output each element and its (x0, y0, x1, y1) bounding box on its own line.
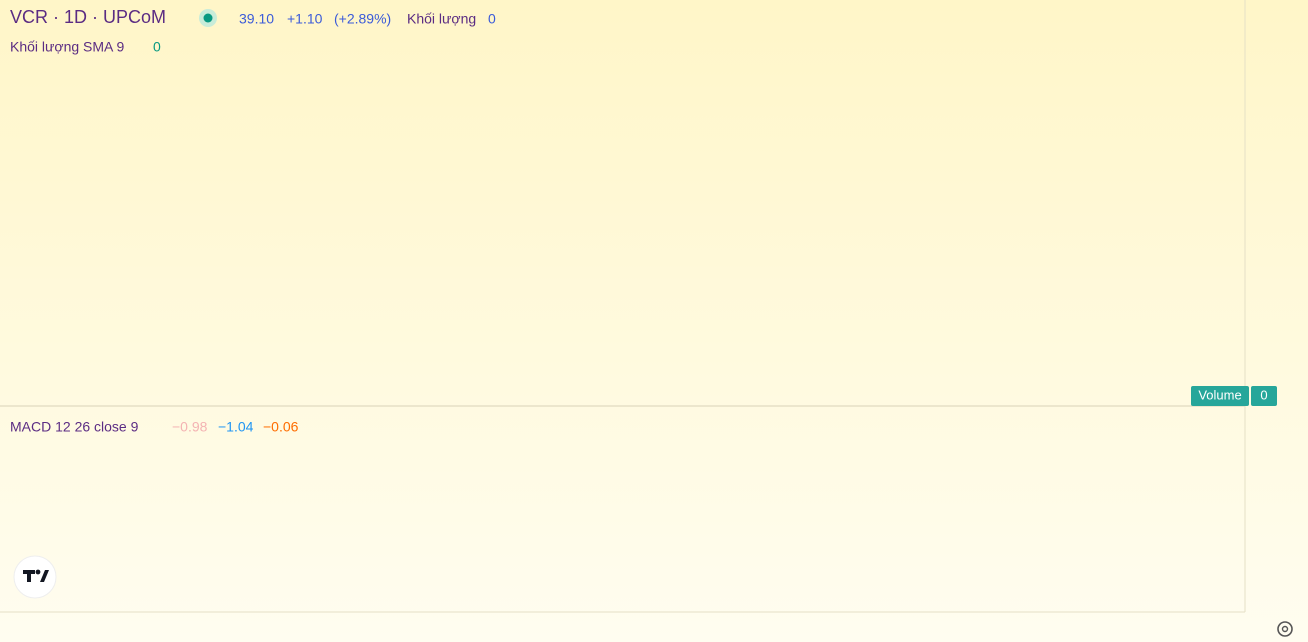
quote-volume-label: Khối lượng (407, 11, 476, 27)
macd-title: MACD 12 26 close 9 (10, 419, 139, 435)
sma-value: 0 (153, 39, 161, 55)
quote-change-pct: (+2.89%) (334, 11, 391, 27)
volume-tag-label: Volume (1198, 387, 1241, 402)
chart-title: VCR · 1D · UPCoM (10, 7, 166, 27)
volume-tag (1191, 386, 1249, 406)
labels: VCR · 1D · UPCoM 39.10 +1.10 (+2.89%) Kh… (10, 7, 1277, 435)
sma-label: Khối lượng SMA 9 (10, 39, 124, 55)
macd-legend-value: −1.04 (218, 419, 254, 435)
volume-tag-value: 0 (1260, 387, 1267, 402)
logo[interactable] (13, 555, 57, 599)
quote-volume: 0 (488, 11, 496, 27)
volume-value-tag (1251, 386, 1277, 406)
status-dot (203, 13, 213, 23)
histogram-legend-value: −0.98 (172, 419, 208, 435)
quote-price: 39.10 (239, 11, 274, 27)
settings-icon[interactable] (1277, 621, 1293, 637)
quote-change: +1.10 (287, 11, 323, 27)
signal-legend-value: −0.06 (263, 419, 299, 435)
